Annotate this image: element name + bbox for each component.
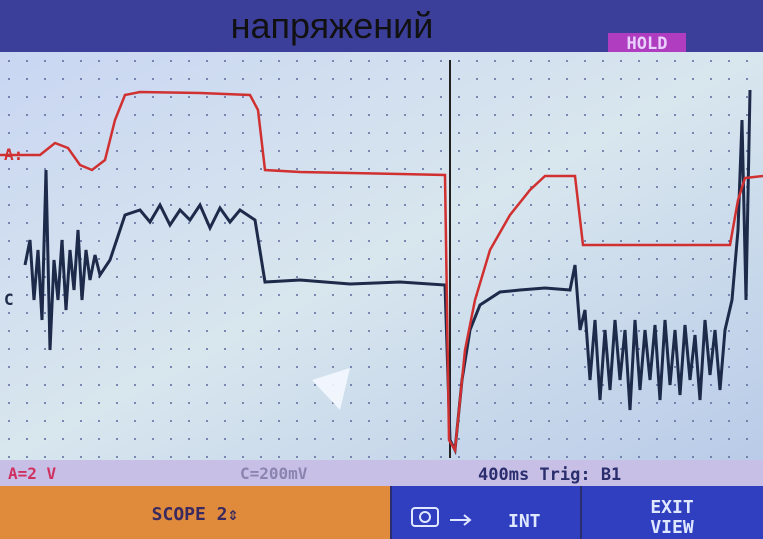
softkey-f2[interactable]: [392, 486, 580, 539]
softkey-f1-label: SCOPE 2⇕: [152, 504, 239, 525]
channel-c-marker: C: [4, 290, 14, 309]
status-bar: [0, 460, 763, 486]
overlay-title: напряжений: [231, 5, 434, 46]
grid: [0, 52, 763, 460]
softkey-f3-line: EXIT: [650, 497, 694, 518]
hold-status: HOLD: [627, 34, 668, 54]
softkey-f3-line: VIEW: [650, 517, 694, 538]
channel-c-scale: C=200mV: [240, 464, 308, 483]
softkey-f2-label: INT: [508, 511, 541, 532]
page: напряжений HOLD A: C A=2 V C=200mV 400ms…: [0, 0, 763, 539]
timebase-trigger: 400ms Trig: B1: [478, 465, 621, 485]
channel-a-marker: A:: [4, 145, 23, 164]
channel-a-scale: A=2 V: [8, 464, 57, 483]
scope-photo: напряжений HOLD A: C A=2 V C=200mV 400ms…: [0, 0, 763, 539]
